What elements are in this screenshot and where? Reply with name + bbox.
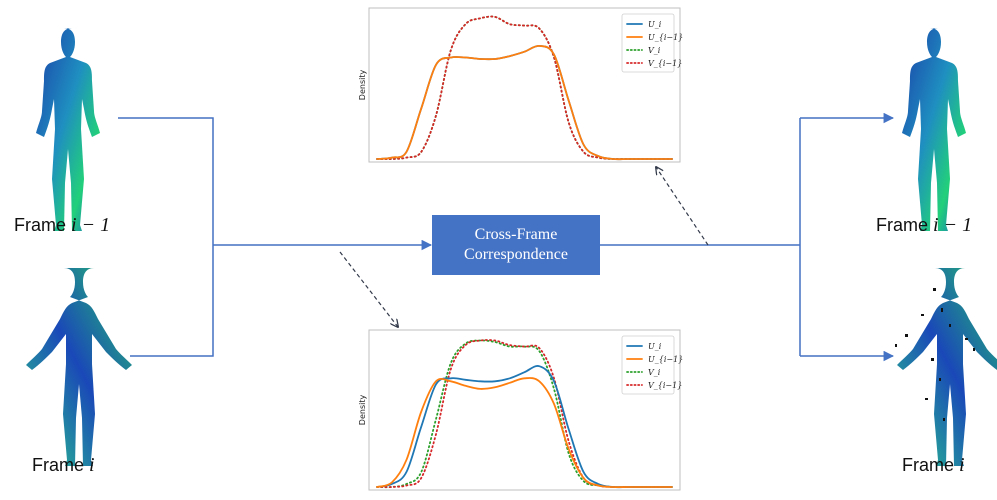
y-axis-label: Density (358, 70, 367, 101)
legend-label: V_{i−1} (648, 59, 682, 68)
dashed-arrow-up (656, 167, 709, 246)
frame-label-left-bottom: Frame i (32, 454, 95, 477)
connector-left-top (118, 117, 214, 245)
frame-label-prefix: Frame (876, 215, 934, 235)
series-line-uim1 (376, 44, 673, 161)
box-label-line2: Correspondence (464, 246, 568, 263)
legend-box (621, 335, 675, 395)
legend-label: U_{i−1} (648, 33, 683, 42)
legend-label: V_i (648, 368, 661, 377)
frame-label-index: i (89, 454, 95, 476)
legend-label: U_i (648, 20, 662, 29)
human-figure-right-top (902, 28, 966, 231)
y-axis-label: Density (358, 395, 367, 426)
dashed-arrows (339, 167, 709, 327)
noise-speckles (895, 288, 975, 421)
density-chart-bottom: Density U_i U_{i−1} V_i V_{i−1} (358, 329, 683, 491)
frame-label-index: i − 1 (933, 214, 973, 236)
frame-label-left-top: Frame i − 1 (14, 214, 110, 237)
series-line-uim1 (376, 377, 673, 489)
legend-label: V_i (648, 46, 661, 55)
frame-label-right-top: Frame i − 1 (876, 214, 972, 237)
human-figure-left-top (36, 28, 100, 231)
density-chart-top: Density U_i U_{i−1} V_i V_{i−1} (358, 7, 683, 163)
frame-label-prefix: Frame (32, 455, 90, 475)
human-figure-right-bottom (895, 268, 997, 466)
cross-frame-correspondence-box: Cross-Frame Correspondence (432, 215, 600, 275)
dashed-arrow-down (339, 251, 398, 327)
frame-label-index: i (959, 454, 965, 476)
frame-label-prefix: Frame (902, 455, 960, 475)
connector-left-bottom (130, 245, 214, 357)
box-label-line1: Cross-Frame (474, 226, 558, 243)
legend-label: V_{i−1} (648, 381, 682, 390)
human-figure-left-bottom (26, 268, 132, 466)
legend-label: U_i (648, 342, 662, 351)
frame-label-index: i − 1 (71, 214, 111, 236)
legend-box (621, 13, 675, 73)
legend-label: U_{i−1} (648, 355, 683, 364)
frame-label-right-bottom: Frame i (902, 454, 965, 477)
connector-lines (118, 112, 895, 362)
frame-label-prefix: Frame (14, 215, 72, 235)
